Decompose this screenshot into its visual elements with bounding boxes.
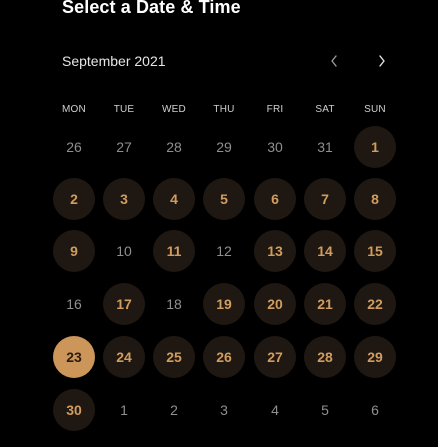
weekday-label: SAT <box>315 104 335 115</box>
day-cell-available[interactable]: 25 <box>153 336 195 378</box>
month-label: September 2021 <box>62 53 166 69</box>
day-cell-available[interactable]: 15 <box>354 230 396 272</box>
weekday-label: WED <box>162 104 186 115</box>
day-cell-unavailable: 12 <box>216 243 232 259</box>
day-cell-unavailable: 5 <box>321 402 329 418</box>
weekday-label: MON <box>62 104 86 115</box>
chevron-right-icon <box>377 54 387 68</box>
day-cell-available[interactable]: 27 <box>254 336 296 378</box>
weekday-label: THU <box>213 104 235 115</box>
day-cell-unavailable: 1 <box>120 402 128 418</box>
day-cell-available[interactable]: 29 <box>354 336 396 378</box>
day-cell-available[interactable]: 26 <box>203 336 245 378</box>
day-cell-unavailable: 31 <box>317 139 333 155</box>
day-cell-available[interactable]: 6 <box>254 178 296 220</box>
day-cell-unavailable: 18 <box>166 296 182 312</box>
previous-month-button[interactable] <box>322 50 346 72</box>
day-cell-available[interactable]: 13 <box>254 230 296 272</box>
day-cell-unavailable: 2 <box>170 402 178 418</box>
weekday-label: SUN <box>364 104 386 115</box>
day-cell-unavailable: 16 <box>66 296 82 312</box>
day-cell-unavailable: 29 <box>216 139 232 155</box>
day-cell-available[interactable]: 28 <box>304 336 346 378</box>
day-cell-available[interactable]: 2 <box>53 178 95 220</box>
page-title: Select a Date & Time <box>62 0 241 17</box>
day-cell-available[interactable]: 22 <box>354 283 396 325</box>
day-cell-available[interactable]: 14 <box>304 230 346 272</box>
day-cell-unavailable: 10 <box>116 243 132 259</box>
day-cell-available[interactable]: 1 <box>354 126 396 168</box>
day-cell-available[interactable]: 4 <box>153 178 195 220</box>
day-cell-available[interactable]: 5 <box>203 178 245 220</box>
weekday-header-row: MON TUE WED THU FRI SAT SUN <box>48 104 398 116</box>
day-cell-unavailable: 27 <box>116 139 132 155</box>
day-cell-available[interactable]: 21 <box>304 283 346 325</box>
day-cell-available[interactable]: 11 <box>153 230 195 272</box>
day-cell-unavailable: 26 <box>66 139 82 155</box>
chevron-left-icon <box>329 54 339 68</box>
day-cell-unavailable: 6 <box>371 402 379 418</box>
day-cell-available[interactable]: 19 <box>203 283 245 325</box>
day-cell-unavailable: 3 <box>220 402 228 418</box>
day-cell-selected[interactable]: 23 <box>53 336 95 378</box>
day-cell-available[interactable]: 17 <box>103 283 145 325</box>
day-cell-available[interactable]: 3 <box>103 178 145 220</box>
day-cell-unavailable: 4 <box>271 402 279 418</box>
day-cell-available[interactable]: 9 <box>53 230 95 272</box>
day-cell-available[interactable]: 30 <box>53 389 95 431</box>
day-cell-available[interactable]: 20 <box>254 283 296 325</box>
day-cell-available[interactable]: 8 <box>354 178 396 220</box>
day-cell-available[interactable]: 24 <box>103 336 145 378</box>
day-cell-unavailable: 28 <box>166 139 182 155</box>
weekday-label: FRI <box>266 104 284 115</box>
day-cell-available[interactable]: 7 <box>304 178 346 220</box>
weekday-label: TUE <box>113 104 135 115</box>
next-month-button[interactable] <box>370 50 394 72</box>
day-cell-unavailable: 30 <box>267 139 283 155</box>
